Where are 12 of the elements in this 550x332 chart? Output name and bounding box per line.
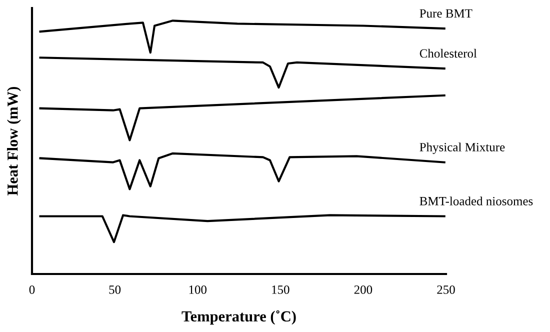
series-label: BMT-loaded niosomes <box>420 196 533 206</box>
series-label: Pure BMT <box>420 9 472 18</box>
x-tick-label: 250 <box>437 285 455 294</box>
x-tick-label: 200 <box>354 285 372 294</box>
y-axis-title: Heat Flow (mW) <box>7 86 21 196</box>
x-tick-label: 0 <box>29 285 35 294</box>
series-label: Cholesterol <box>420 48 477 58</box>
x-tick-label: 100 <box>189 285 206 294</box>
x-tick-label: 50 <box>109 285 121 294</box>
x-tick-label: 150 <box>272 285 290 294</box>
series-label: Physical Mixture <box>420 142 505 154</box>
x-axis-title: Temperature (˚C) <box>182 310 296 325</box>
